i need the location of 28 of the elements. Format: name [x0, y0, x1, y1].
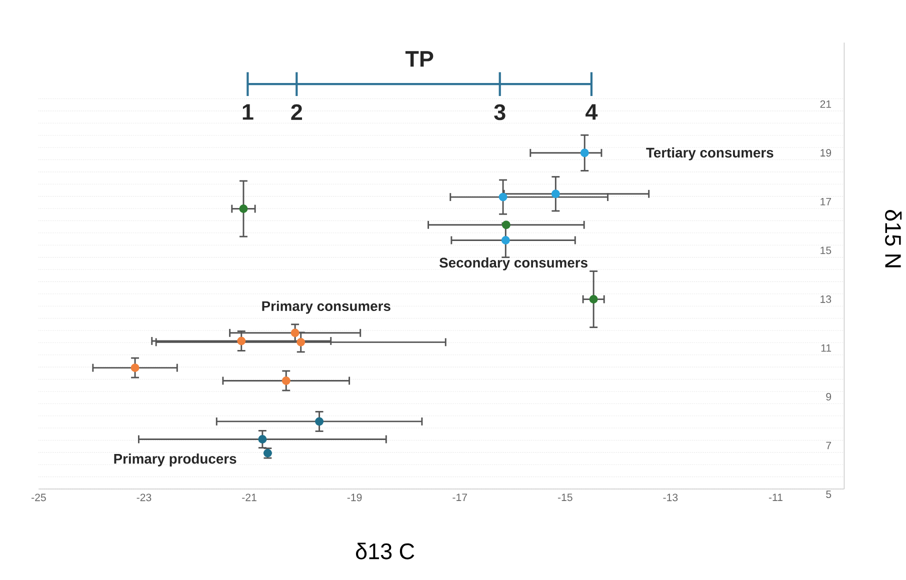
x-tick-label: -21 [242, 494, 256, 501]
x-tick-label: -13 [663, 494, 678, 502]
x-tick-label: -17 [452, 494, 467, 501]
series-label: TP [405, 51, 434, 67]
annotation: 3 [494, 104, 506, 120]
y-tick-label: 9 [826, 392, 832, 400]
x-tick-label: -23 [136, 494, 152, 502]
x-tick-label: -15 [558, 494, 572, 501]
y-tick-label: 11 [821, 344, 832, 352]
y-tick-label: 17 [820, 198, 832, 206]
y-tick-label: 13 [820, 295, 832, 303]
annotation: 2 [291, 104, 302, 120]
x-tick-label: -25 [32, 494, 46, 502]
y-tick-label: 5 [826, 490, 832, 498]
y-tick-label: 15 [820, 246, 832, 254]
annotation: Primary consumers [262, 300, 390, 314]
y-tick-label: 21 [820, 100, 832, 108]
x-tick-label: -11 [768, 494, 782, 501]
y-axis-title: δ15 N [885, 210, 902, 268]
y-tick-label: 7 [826, 442, 832, 450]
y-tick-label: 19 [820, 148, 832, 156]
annotation: Secondary consumers [439, 257, 588, 270]
x-tick-label: -19 [347, 494, 362, 502]
annotation: 1 [242, 104, 254, 120]
x-axis-title: δ13 C [356, 542, 414, 560]
annotation: 4 [586, 104, 598, 120]
annotation: Tertiary consumers [646, 147, 774, 160]
annotation: Primary producers [114, 453, 236, 466]
